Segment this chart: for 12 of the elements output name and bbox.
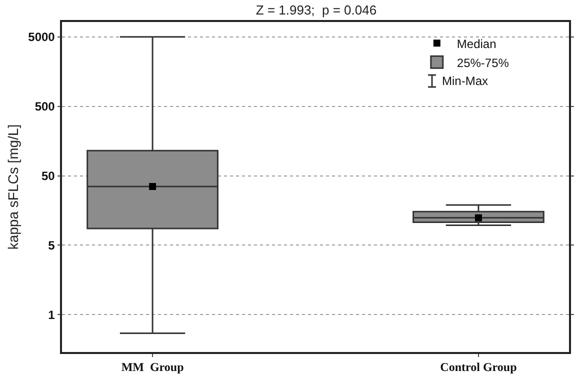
- y-tick-label: 5: [48, 238, 56, 252]
- annotation: Min-Max: [442, 74, 488, 88]
- x-tick-label: MM Group: [121, 360, 184, 374]
- y-tick-label: 1: [48, 308, 56, 322]
- y-tick-label: 50: [41, 168, 56, 183]
- x-tick-label: Control Group: [440, 360, 518, 374]
- y-axis-title: kappa sFLCs [mg/L]: [5, 124, 22, 250]
- chart-title: Z = 1.993; p = 0.046: [256, 2, 377, 18]
- legend-label: Median: [456, 36, 496, 51]
- y-tick-label: 5000: [28, 30, 56, 44]
- legend-label: 25%-75%: [456, 56, 510, 70]
- y-tick-label: 500: [34, 100, 56, 114]
